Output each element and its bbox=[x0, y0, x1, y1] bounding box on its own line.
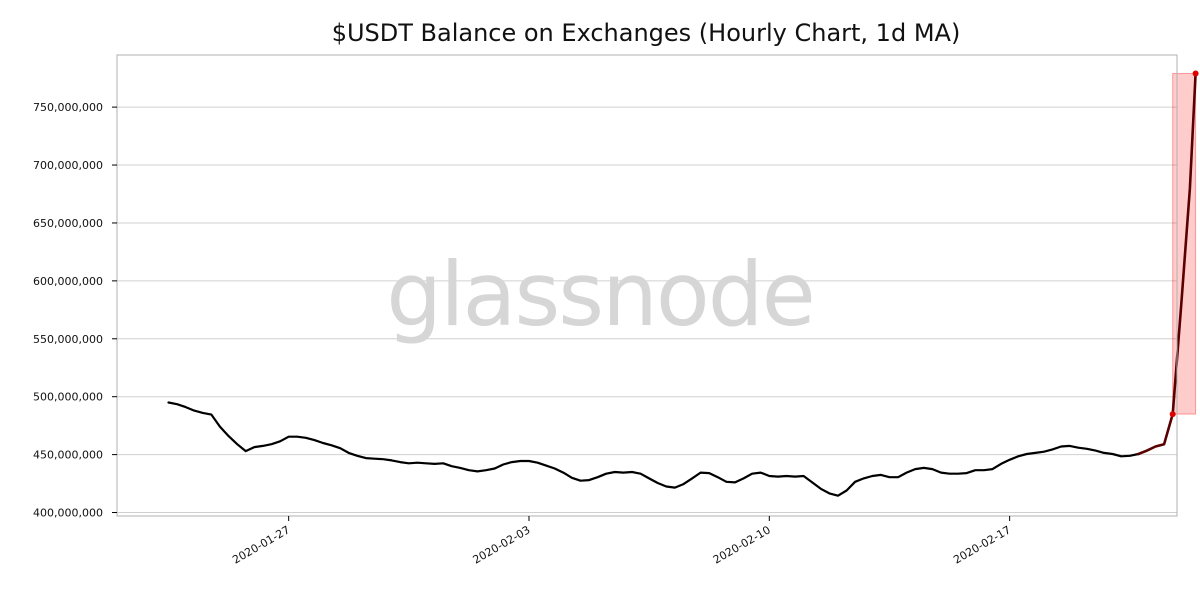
grid-lines bbox=[117, 106, 1177, 514]
x-axis-ticks: 2020-01-27 2020-02-03 2020-02-10 2020-02-17 bbox=[230, 516, 1013, 567]
x-tick-label: 2020-01-27 bbox=[230, 523, 292, 566]
chart-title: $USDT Balance on Exchanges (Hourly Chart… bbox=[332, 19, 961, 47]
y-tick-label: 550,000,000 bbox=[33, 333, 103, 346]
y-tick-label: 750,000,000 bbox=[33, 101, 103, 114]
y-axis-ticks: 400,000,000 450,000,000 500,000,000 550,000… bbox=[33, 101, 117, 520]
highlight-marker bbox=[1169, 411, 1176, 418]
x-tick-label: 2020-02-03 bbox=[471, 523, 533, 566]
spike-line bbox=[1137, 72, 1197, 456]
watermark-logo: glassnode bbox=[386, 243, 814, 346]
y-tick-label: 400,000,000 bbox=[33, 507, 103, 520]
y-tick-label: 450,000,000 bbox=[33, 449, 103, 462]
series-line bbox=[167, 401, 1140, 497]
x-tick-label: 2020-02-10 bbox=[711, 523, 773, 566]
series-layer bbox=[167, 72, 1197, 497]
y-tick-label: 600,000,000 bbox=[33, 275, 103, 288]
marker-layer bbox=[1169, 70, 1199, 418]
y-tick-label: 700,000,000 bbox=[33, 159, 103, 172]
highlight-marker bbox=[1192, 70, 1199, 77]
y-tick-label: 650,000,000 bbox=[33, 217, 103, 230]
x-tick-label: 2020-02-17 bbox=[951, 523, 1013, 566]
plot-frame bbox=[116, 54, 1178, 517]
y-tick-label: 500,000,000 bbox=[33, 391, 103, 404]
